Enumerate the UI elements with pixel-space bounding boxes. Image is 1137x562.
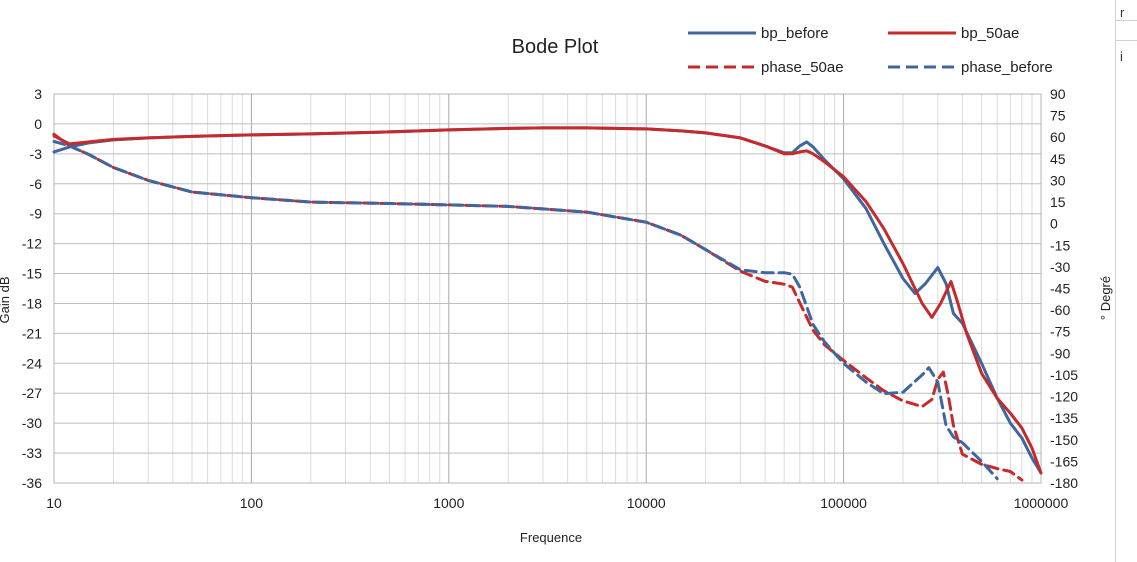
- y-right-tick-label: 60: [1050, 129, 1066, 145]
- legend-label-phase-before: phase_before: [961, 59, 1053, 76]
- legend-label-bp-before: bp_before: [761, 25, 829, 42]
- y-left-tick-label: -24: [22, 355, 42, 371]
- x-axis-label: Frequence: [520, 530, 582, 545]
- x-tick-label: 100000: [820, 495, 867, 511]
- y-right-tick-label: -30: [1050, 259, 1070, 275]
- y-left-tick-label: -18: [22, 295, 42, 311]
- y-left-tick-label: -30: [22, 415, 42, 431]
- legend: bp_before bp_50ae phase_50ae phase_before: [688, 25, 1053, 76]
- x-tick-label: 10000: [627, 495, 666, 511]
- y-left-tick-label: -15: [22, 266, 42, 282]
- x-tick-label: 10: [46, 495, 62, 511]
- x-tick-label: 100: [240, 495, 264, 511]
- y-left-tick-label: -12: [22, 236, 42, 252]
- y-right-tick-label: 30: [1050, 172, 1066, 188]
- y-right-tick-label: -60: [1050, 302, 1070, 318]
- series-line-phase-50ae: [52, 132, 1024, 482]
- series-layer: [52, 126, 1043, 482]
- y-right-tick-label: -90: [1050, 345, 1070, 361]
- legend-label-phase-50ae: phase_50ae: [761, 59, 844, 76]
- y-left-tick-label: -27: [22, 385, 42, 401]
- chart-title: Bode Plot: [512, 36, 599, 58]
- y-right-tick-label: -45: [1050, 281, 1070, 297]
- y-left-tick-label: -33: [22, 445, 42, 461]
- grid-minor: [112, 94, 1033, 483]
- sheet-edge-letter: r: [1120, 5, 1125, 20]
- sheet-edge-rowline: [1116, 40, 1137, 41]
- y-right-tick-label: 45: [1050, 151, 1066, 167]
- y-left-tick-label: 0: [34, 116, 42, 132]
- y-right-tick-label: -180: [1050, 475, 1078, 491]
- y-right-tick-label: 15: [1050, 194, 1066, 210]
- legend-label-bp-50ae: bp_50ae: [961, 25, 1019, 42]
- plot-area-border: [53, 93, 1042, 484]
- y-right-tick-label: 75: [1050, 108, 1066, 124]
- y-right-tick-label: -150: [1050, 432, 1078, 448]
- sheet-edge-rowline: [1116, 20, 1137, 21]
- y-right-tick-label: -135: [1050, 410, 1078, 426]
- y-left-tick-label: -36: [22, 475, 42, 491]
- y-right-tick-label: 90: [1050, 86, 1066, 102]
- x-tick-label: 1000000: [1014, 495, 1069, 511]
- y-right-tick-label: -165: [1050, 453, 1078, 469]
- grid-major: [53, 93, 1042, 484]
- y-left-tick-label: -6: [30, 176, 43, 192]
- y-right-tick-label: -120: [1050, 389, 1078, 405]
- y-left-tick-label: -3: [30, 146, 43, 162]
- y-left-tick-label: -21: [22, 325, 42, 341]
- series-line-phase-before: [52, 140, 999, 481]
- y-left-tick-label: 3: [34, 86, 42, 102]
- y-right-tick-label: -15: [1050, 237, 1070, 253]
- y-right-tick-label: -105: [1050, 367, 1078, 383]
- series-line-bp-before: [52, 126, 1043, 475]
- sheet-edge-letter: i: [1120, 49, 1123, 64]
- y-left-tick-label: -9: [30, 206, 43, 222]
- tick-labels: 10 100 1000 10000 100000 100000030-3-6-9-12-1…: [22, 86, 1078, 511]
- y-right-tick-label: -75: [1050, 324, 1070, 340]
- y-right-tick-label: 0: [1050, 216, 1058, 232]
- series-line-bp-50ae: [52, 126, 1043, 475]
- y-axis-label-right: ° Degré: [1098, 276, 1113, 320]
- x-tick-label: 1000: [433, 495, 464, 511]
- sheet-edge-column: [1115, 0, 1137, 562]
- y-axis-label-left: Gain dB: [0, 277, 12, 324]
